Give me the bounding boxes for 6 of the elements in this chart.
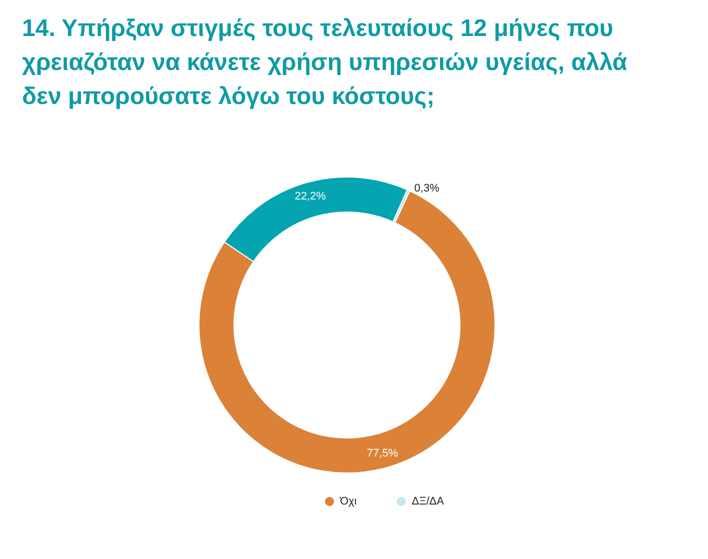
data-label: 77,5% — [366, 448, 398, 460]
data-label: 0,3% — [414, 182, 440, 195]
legend-label: Όχι — [339, 496, 358, 508]
chart-title: 14. Υπήρξαν στιγμές τους τελευταίους 12 μήνες που χρειαζόταν να κάνετε χρήση υπηρεσιών υγείας, αλλά δεν μπορούσατε λόγω του κόστους; — [22, 14, 628, 112]
data-label: 22,2% — [294, 190, 326, 203]
legend-label: ΔΞ/ΔΑ — [412, 496, 445, 508]
